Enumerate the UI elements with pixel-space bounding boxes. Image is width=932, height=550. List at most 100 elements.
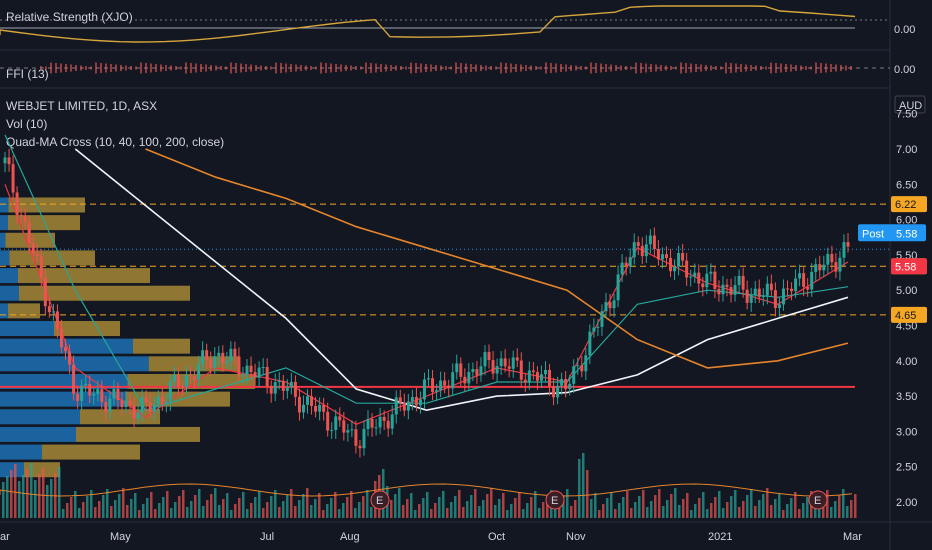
price-tick-label: 3.00 (896, 426, 917, 438)
time-tick-label: May (110, 531, 131, 543)
volume-bar (594, 493, 597, 518)
force-index-bar (90, 66, 92, 70)
force-index-bar (300, 65, 302, 71)
volume-bar (246, 509, 249, 518)
candle-body (709, 271, 713, 274)
volume-bar (630, 508, 633, 518)
force-index-bar (310, 66, 312, 70)
volume-bar (122, 488, 125, 518)
force-index-bar (810, 66, 812, 70)
volume-bar (318, 493, 321, 518)
volume-bar (554, 507, 557, 518)
ma40-line (4, 134, 849, 411)
candle-body (741, 275, 745, 290)
candle-body (588, 331, 592, 356)
time-tick-label: Jul (260, 531, 274, 543)
volume-bar (194, 495, 197, 518)
candle-body (673, 266, 677, 272)
volume-profile-bar-down (54, 321, 120, 337)
volume-bar (474, 489, 477, 518)
volume-profile-bar-down (148, 356, 240, 372)
earnings-marker (808, 490, 828, 510)
candle-body (596, 326, 600, 328)
force-index-bar (415, 63, 417, 73)
force-index-bar (100, 63, 102, 73)
force-index-bar (525, 65, 527, 71)
candle-body (616, 274, 620, 301)
candle-body (427, 378, 431, 380)
force-index-bar (135, 66, 137, 70)
candle-body (318, 404, 322, 412)
candle-body (265, 366, 269, 387)
volume-bar (642, 490, 645, 518)
force-index-bar (460, 63, 462, 73)
force-index-bar (400, 66, 402, 70)
candle-body (826, 254, 830, 265)
candle-body (604, 302, 608, 312)
volume-bar (282, 501, 285, 518)
candle-body (168, 381, 172, 402)
candle-body (749, 294, 753, 303)
candle-body (297, 396, 301, 413)
force-index-bar (120, 65, 122, 71)
force-index-bar (285, 63, 287, 73)
post-tag-bg (858, 224, 926, 242)
force-index-bar (630, 66, 632, 70)
quad-ma-label: Quad-MA Cross (10, 40, 100, 200, close) (6, 135, 224, 149)
volume-bar (742, 501, 745, 518)
candle-body (201, 350, 205, 365)
candle-body (261, 366, 265, 368)
force-index-bar (505, 63, 507, 73)
candle-body (84, 383, 88, 386)
candle-body (773, 290, 777, 308)
candle-body (624, 262, 628, 267)
force-index-bar (560, 64, 562, 72)
volume-bar (774, 499, 777, 518)
volume-bar (562, 495, 565, 518)
volume-bar (94, 507, 97, 518)
volume-bar (762, 494, 765, 518)
price-tick-label: 3.50 (896, 391, 917, 403)
candle-body (11, 164, 15, 193)
volume-bar (838, 495, 841, 518)
force-index-bar (345, 65, 347, 71)
volume-bar (174, 502, 177, 518)
currency-badge[interactable] (894, 95, 926, 114)
candle-body (592, 327, 596, 332)
volume-bar (662, 506, 665, 518)
volume-bar (50, 479, 53, 518)
force-index-bar (750, 65, 752, 71)
candle-body (3, 157, 7, 164)
volume-bar (522, 509, 525, 518)
candle-body (483, 352, 487, 367)
candle-body (499, 358, 503, 367)
volume-bar (234, 504, 237, 518)
volume-profile-bar-down (133, 338, 190, 354)
candle-body (519, 360, 523, 380)
force-index-bar (600, 63, 602, 73)
volume-bar (142, 504, 145, 518)
force-index-bar (160, 64, 162, 72)
candle-body (418, 399, 422, 406)
candle-body (358, 445, 362, 449)
volume-bar (334, 492, 337, 518)
candle-body (737, 275, 741, 286)
volume-bar (846, 506, 849, 518)
volume-bar (514, 498, 517, 518)
volume-bar (146, 498, 149, 518)
candle-body (656, 249, 660, 260)
candle-body (648, 235, 652, 245)
candle-body (221, 352, 225, 364)
force-index-bar (820, 63, 822, 73)
force-index-bar (80, 65, 82, 71)
force-index-bar (455, 62, 457, 74)
force-index-bar (440, 65, 442, 71)
force-index-bar (205, 64, 207, 72)
force-index-bar (445, 66, 447, 70)
force-index-bar (535, 66, 537, 70)
last-price-tag-bg (891, 258, 927, 275)
force-index-bar (805, 66, 807, 70)
